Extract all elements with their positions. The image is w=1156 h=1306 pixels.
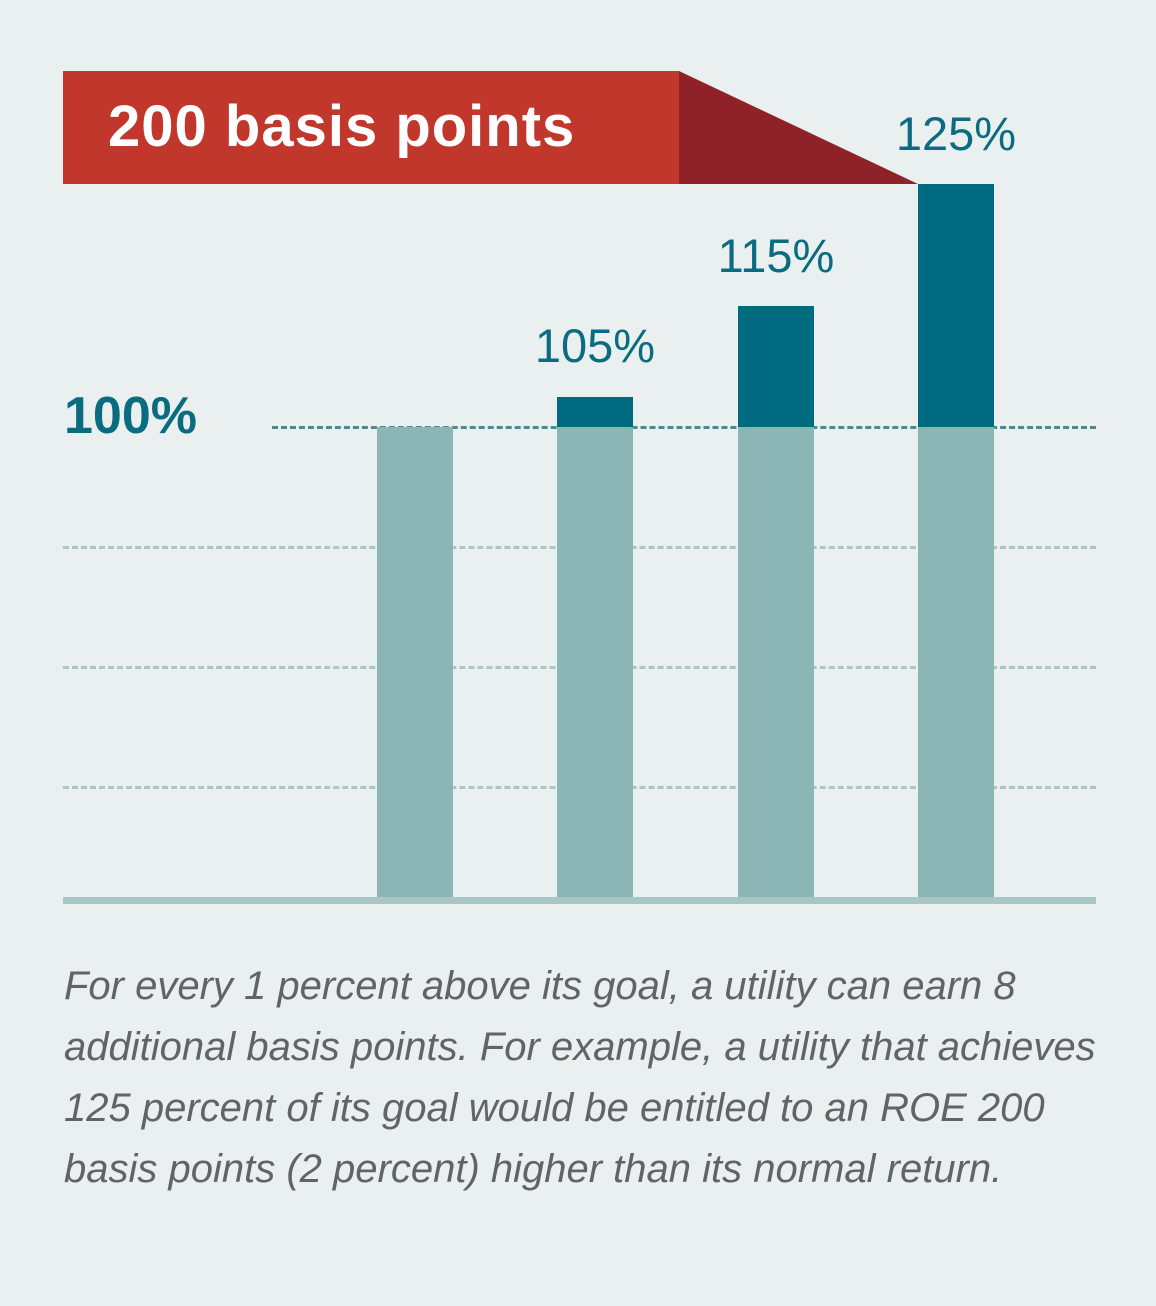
- reference-line-100: [272, 426, 1096, 429]
- bar-115-excess: [738, 306, 814, 427]
- bar-125-base: [918, 427, 994, 900]
- banner-label: 200 basis points: [108, 94, 576, 159]
- x-axis-baseline: [63, 897, 1096, 904]
- bar-105-label: 105%: [534, 319, 656, 372]
- reference-label-100: 100%: [64, 387, 197, 445]
- bar-105-excess: [557, 397, 633, 427]
- bar-125-excess: [918, 184, 994, 427]
- chart-caption: For every 1 percent above its goal, a ut…: [64, 964, 1096, 1191]
- banner-pointer-triangle: [679, 71, 918, 184]
- bar-115-base: [738, 427, 814, 900]
- bar-115-label: 115%: [717, 229, 835, 282]
- annotation-banner: [63, 71, 679, 184]
- bar-125-label: 125%: [895, 107, 1017, 160]
- bar-105-base: [557, 427, 633, 900]
- bar-100-base: [377, 427, 453, 900]
